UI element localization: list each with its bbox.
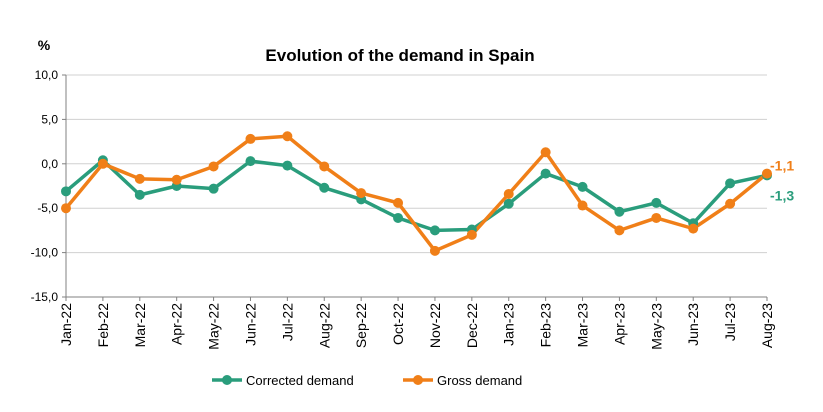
data-point	[762, 168, 772, 179]
x-tick-label: Dec-22	[464, 303, 480, 348]
data-point	[540, 147, 551, 158]
data-point	[171, 174, 182, 185]
x-tick-label: Feb-23	[538, 303, 554, 348]
x-tick-label: Feb-22	[95, 303, 111, 348]
x-tick-label: Apr-23	[611, 303, 627, 345]
data-point	[245, 156, 256, 167]
data-point	[282, 160, 293, 171]
series-lines	[61, 131, 772, 256]
data-point	[208, 183, 219, 194]
data-point	[503, 198, 514, 209]
y-tick-label: -5,0	[37, 201, 58, 215]
x-tick-label: Jun-22	[242, 303, 258, 346]
y-axis-tick-labels: 10,0 5,0 0,0 -5,0 -10,0 -15,0	[31, 68, 59, 304]
data-point	[466, 229, 477, 240]
x-tick-label: Aug-23	[759, 303, 775, 348]
data-point	[429, 245, 440, 256]
data-point	[393, 197, 404, 208]
y-tick-label: -10,0	[31, 246, 59, 260]
chart-title: Evolution of the demand in Spain	[265, 46, 534, 65]
x-tick-label: Nov-22	[427, 303, 443, 348]
data-point	[393, 212, 404, 223]
x-tick-label: Apr-22	[169, 303, 185, 345]
data-point	[282, 131, 293, 142]
y-tick-label: -15,0	[31, 290, 59, 304]
data-point	[651, 197, 662, 208]
x-tick-label: May-22	[206, 303, 222, 350]
series-line-1	[64, 134, 769, 253]
end-value-label: -1,1	[770, 158, 794, 174]
data-point	[208, 161, 219, 172]
data-point	[429, 225, 440, 236]
x-tick-label: Jun-23	[685, 303, 701, 346]
data-point	[540, 168, 551, 179]
data-point	[614, 206, 625, 217]
x-tick-label: Oct-22	[390, 303, 406, 345]
data-point	[319, 182, 330, 193]
x-tick-label: Jul-23	[722, 303, 738, 341]
data-point	[577, 200, 588, 211]
x-tick-label: May-23	[648, 303, 664, 350]
legend-label: Corrected demand	[246, 373, 354, 388]
data-point	[725, 198, 736, 209]
legend-label: Gross demand	[437, 373, 522, 388]
legend: Corrected demand Gross demand	[212, 373, 522, 388]
end-value-labels: -1,3 -1,1	[770, 158, 794, 204]
x-tick-label: Jul-22	[279, 303, 295, 341]
data-point	[134, 173, 145, 184]
x-tick-label: Jan-22	[58, 303, 74, 346]
y-axis-unit-label: %	[38, 37, 51, 53]
data-point	[134, 189, 145, 200]
x-tick-label: Sep-22	[353, 303, 369, 348]
y-tick-label: 10,0	[35, 68, 59, 82]
data-point	[61, 186, 71, 197]
legend-marker	[222, 375, 232, 385]
data-point	[725, 178, 736, 189]
x-axis-tick-labels: Jan-22 Feb-22 Mar-22 Apr-22 May-22 Jun-22 Jul-…	[58, 303, 775, 350]
y-tick-label: 5,0	[41, 112, 58, 126]
axes	[62, 74, 768, 301]
data-point	[503, 188, 514, 199]
x-tick-label: Mar-22	[132, 303, 148, 348]
x-tick-label: Aug-22	[316, 303, 332, 348]
data-point	[356, 188, 367, 199]
data-point	[61, 203, 71, 214]
end-value-label: -1,3	[770, 187, 794, 203]
data-point	[577, 181, 588, 192]
data-point	[97, 158, 108, 169]
x-tick-label: Mar-23	[575, 303, 591, 348]
data-point	[319, 161, 330, 172]
legend-marker	[413, 375, 423, 385]
x-tick-label: Jan-23	[501, 303, 517, 346]
data-point	[651, 212, 662, 223]
data-point	[614, 225, 625, 236]
y-tick-label: 0,0	[41, 157, 58, 171]
data-point	[245, 133, 256, 144]
data-point	[688, 223, 699, 234]
